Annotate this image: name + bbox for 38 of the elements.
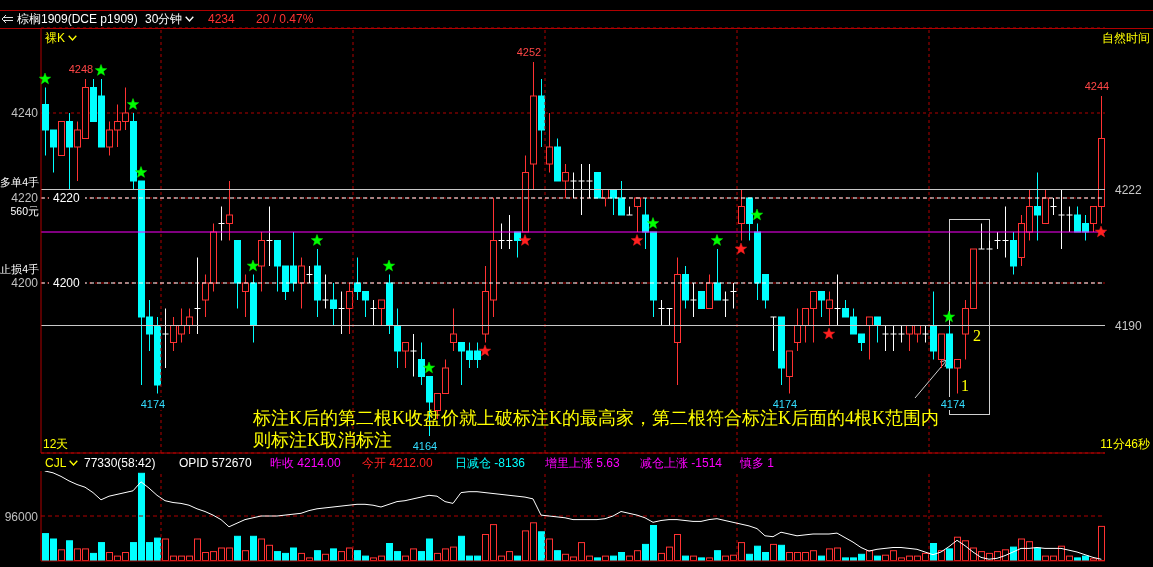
chart-title: CJL xyxy=(45,456,67,470)
chart-title: 棕榈1909(DCE p1909) xyxy=(17,12,138,26)
text: 4234 xyxy=(208,12,235,26)
annotation: 4174 xyxy=(772,397,798,410)
annotation: 12天 xyxy=(43,437,69,451)
annotation: 4164 xyxy=(412,440,438,452)
annotation: 11分46秒 xyxy=(1100,437,1150,451)
annotation: 4174 xyxy=(940,397,966,410)
ref-line-label: 4222 xyxy=(1115,182,1143,197)
text: OPID 572670 xyxy=(179,456,252,470)
text: 昨收 4214.00 xyxy=(270,456,341,470)
ref-line-label: 4220 xyxy=(53,191,81,205)
annotation: 4244 xyxy=(1084,80,1110,92)
y-tick-label: 4200 xyxy=(11,276,39,291)
annotation: 4174 xyxy=(140,397,166,410)
ref-line-label: 4190 xyxy=(1115,318,1143,333)
annotation: 4252 xyxy=(516,46,542,58)
text: 多单4手 xyxy=(0,176,39,188)
text: 77330(58:42) xyxy=(84,456,156,470)
text: 止损4手 xyxy=(0,263,39,275)
annotation: 4248 xyxy=(68,63,94,75)
y-tick-label: 4220 xyxy=(11,191,39,206)
text: 减仓上涨 -1514 xyxy=(640,456,723,470)
annotation: 裸K xyxy=(45,31,66,45)
ref-line-label: 4200 xyxy=(53,276,81,290)
text: 日减仓 -8136 xyxy=(455,456,526,470)
y-tick-label: 4240 xyxy=(11,106,39,121)
text: 20 / 0.47% xyxy=(256,12,314,26)
annotation: 2 xyxy=(973,327,981,344)
text: 96000 xyxy=(4,510,38,524)
text: 增里上涨 5.63 xyxy=(545,456,620,470)
text: 560元 xyxy=(10,205,39,217)
text: 慎多 1 xyxy=(740,456,775,470)
annotation: 则标注K取消标注 xyxy=(253,430,392,450)
text: 今开 4212.00 xyxy=(362,456,433,470)
annotation: 自然时间 xyxy=(1102,31,1150,45)
chart-subtitle: 30分钟 xyxy=(145,12,183,26)
annotation: 1 xyxy=(961,377,969,394)
